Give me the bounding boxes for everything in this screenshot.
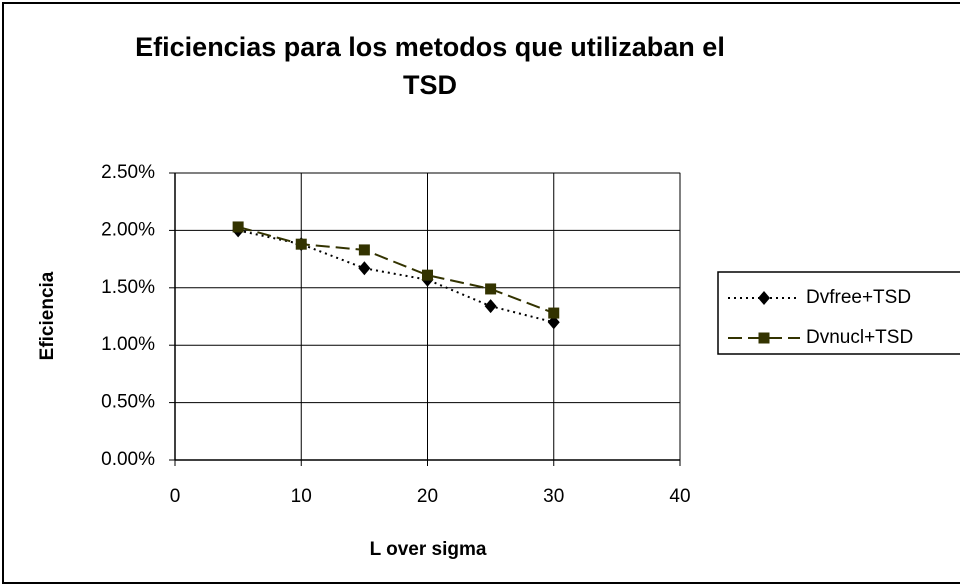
x-tick-label: 40 xyxy=(669,486,690,507)
x-axis-title: L over sigma xyxy=(370,539,487,560)
marker xyxy=(547,315,560,330)
x-tick-label: 20 xyxy=(417,486,438,507)
marker xyxy=(358,244,370,256)
y-tick-label: 1.00% xyxy=(101,334,155,355)
y-tick-label: 1.50% xyxy=(101,277,155,298)
x-tick-label: 0 xyxy=(170,486,181,507)
y-tick-label: 0.50% xyxy=(101,392,155,413)
y-axis-title: Eficiencia xyxy=(37,271,58,360)
marker xyxy=(422,269,433,281)
x-tick-label: 10 xyxy=(291,486,312,507)
y-tick-label: 2.00% xyxy=(101,219,155,240)
legend-box xyxy=(717,271,960,355)
marker xyxy=(358,261,371,276)
marker xyxy=(295,238,307,250)
legend-marker xyxy=(758,291,770,305)
legend-label: Dvnucl+TSD xyxy=(806,327,913,348)
marker xyxy=(485,283,497,295)
marker xyxy=(548,307,560,319)
marker xyxy=(484,299,497,314)
series-line xyxy=(237,225,555,314)
y-tick-label: 0.00% xyxy=(101,449,155,470)
legend-label: Dvfree+TSD xyxy=(806,287,911,308)
y-tick-label: 2.50% xyxy=(101,162,155,183)
chart-title: Eficiencias para los metodos que utiliza… xyxy=(135,32,725,100)
x-tick-label: 30 xyxy=(543,486,564,507)
legend-marker xyxy=(758,332,770,344)
marker xyxy=(232,221,244,233)
